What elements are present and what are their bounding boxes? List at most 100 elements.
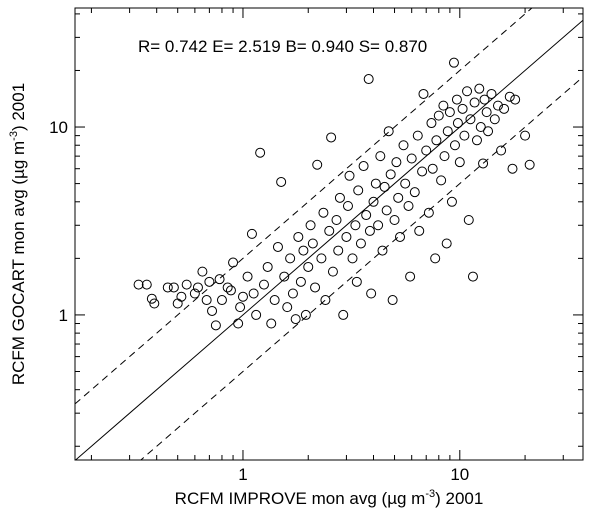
point xyxy=(406,153,417,164)
point xyxy=(448,57,459,68)
point xyxy=(266,318,277,329)
point xyxy=(471,135,482,146)
point xyxy=(320,295,331,306)
point xyxy=(387,295,398,306)
point xyxy=(439,151,450,162)
point xyxy=(181,279,192,290)
point xyxy=(290,314,301,325)
point xyxy=(262,261,273,272)
point xyxy=(474,83,485,94)
point xyxy=(451,94,462,105)
point xyxy=(358,161,369,172)
y-tick-label: 10 xyxy=(49,118,68,137)
point xyxy=(293,231,304,242)
point xyxy=(463,215,474,226)
point xyxy=(324,225,335,236)
point xyxy=(318,207,329,218)
point xyxy=(489,114,500,125)
plot-frame xyxy=(74,7,584,461)
point xyxy=(499,103,510,114)
point xyxy=(189,288,200,299)
point xyxy=(312,159,323,170)
point xyxy=(201,295,212,306)
point xyxy=(237,291,248,302)
y-axis-label: RCFM GOCART mon avg (µg m-3) 2001 xyxy=(8,83,28,385)
point xyxy=(351,276,362,287)
point xyxy=(383,126,394,137)
point xyxy=(149,298,160,309)
point xyxy=(216,295,227,306)
point xyxy=(255,147,266,158)
point xyxy=(438,100,449,111)
point xyxy=(469,97,480,108)
point xyxy=(316,253,327,264)
point xyxy=(510,94,521,105)
point xyxy=(475,122,486,133)
point xyxy=(192,282,203,293)
point xyxy=(479,94,490,105)
point xyxy=(409,187,420,198)
point xyxy=(446,196,457,207)
point xyxy=(269,295,280,306)
point xyxy=(225,285,236,296)
point xyxy=(412,130,423,141)
point xyxy=(248,288,259,299)
point xyxy=(405,271,416,282)
point xyxy=(341,231,352,242)
point xyxy=(287,288,298,299)
point xyxy=(334,192,345,203)
point xyxy=(353,185,364,196)
point xyxy=(430,253,441,264)
point xyxy=(426,118,437,129)
point xyxy=(210,320,221,331)
point xyxy=(246,228,257,239)
point xyxy=(421,145,432,156)
point xyxy=(444,107,455,118)
reference-line xyxy=(75,19,583,460)
point xyxy=(222,282,233,293)
point xyxy=(368,196,379,207)
point xyxy=(344,170,355,181)
point xyxy=(403,200,414,211)
point xyxy=(342,200,353,211)
point xyxy=(385,169,396,180)
point xyxy=(172,298,183,309)
point xyxy=(363,74,374,85)
point xyxy=(327,266,338,277)
point xyxy=(295,276,306,287)
point xyxy=(197,266,208,277)
point xyxy=(393,192,404,203)
point xyxy=(465,114,476,125)
point xyxy=(520,130,531,141)
point xyxy=(251,309,262,320)
annotation: R= 0.742 E= 2.519 B= 0.940 S= 0.870 xyxy=(138,37,427,56)
point xyxy=(423,207,434,218)
point xyxy=(524,159,535,170)
x-label-sup: -3 xyxy=(425,488,435,500)
point xyxy=(307,238,318,249)
point xyxy=(462,86,473,97)
y-tick-label: 1 xyxy=(59,306,68,325)
point xyxy=(133,279,144,290)
point xyxy=(333,245,344,256)
point xyxy=(331,215,342,226)
point xyxy=(141,279,152,290)
point xyxy=(176,291,187,302)
y-label-part: RCFM GOCART mon avg (µg m xyxy=(9,141,28,385)
point xyxy=(507,163,518,174)
point xyxy=(381,205,392,216)
point xyxy=(298,245,309,256)
reference-line xyxy=(75,8,533,405)
point xyxy=(391,157,402,168)
point xyxy=(377,245,388,256)
point xyxy=(350,220,361,231)
point xyxy=(282,302,293,313)
point xyxy=(483,126,494,137)
point xyxy=(162,282,173,293)
point xyxy=(235,302,246,313)
point xyxy=(168,282,179,293)
point xyxy=(427,163,438,174)
point xyxy=(379,181,390,192)
point xyxy=(285,253,296,264)
point xyxy=(258,279,269,290)
